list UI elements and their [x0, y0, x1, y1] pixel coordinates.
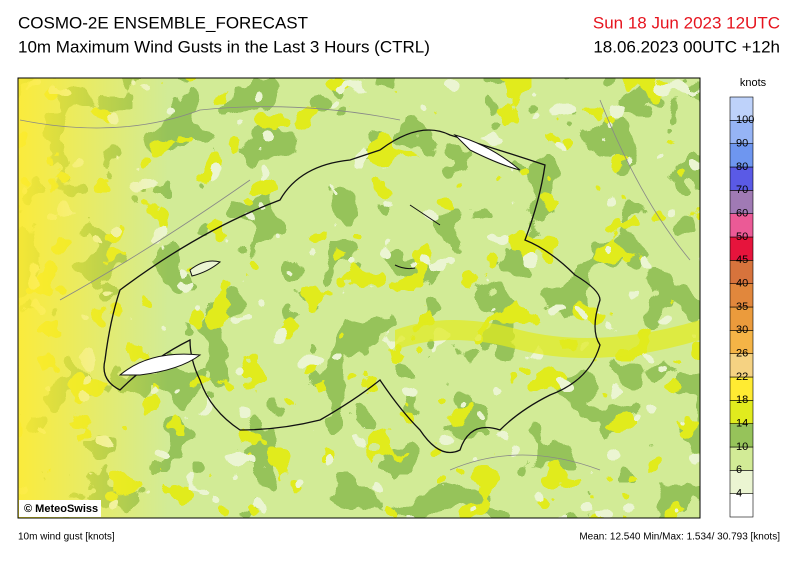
colorbar: 4 6 10 14 18 22 26 30 35 40 45 50 60 70 80 90 100	[729, 96, 754, 518]
colorbar-label: 35	[736, 301, 748, 313]
colorbar-label: 45	[736, 254, 748, 266]
colorbar-label: 50	[736, 231, 748, 243]
run-time: 18.06.2023 00UTC +12h	[593, 37, 780, 56]
colorbar-label: 6	[736, 464, 742, 476]
map-frame	[17, 77, 701, 519]
map	[18, 78, 700, 518]
subtitle: 10m Maximum Wind Gusts in the Last 3 Hou…	[18, 37, 430, 56]
colorbar-label: 90	[736, 138, 748, 150]
valid-time: Sun 18 Jun 2023 12UTC	[593, 13, 780, 32]
colorbar-label: 100	[736, 114, 754, 126]
colorbar-label: 80	[736, 161, 748, 173]
copyright-box	[19, 500, 101, 517]
colorbar-label: 26	[736, 348, 748, 360]
footer-variable: 10m wind gust [knots]	[18, 532, 115, 543]
legend-unit: knots	[740, 77, 767, 89]
colorbar-label: 70	[736, 184, 748, 196]
colorbar-label: 30	[736, 324, 748, 336]
colorbar-label: 40	[736, 278, 748, 290]
colorbar-label: 60	[736, 208, 748, 220]
colorbar-label: 10	[736, 441, 748, 453]
colorbar-label: 14	[736, 418, 748, 430]
copyright: © MeteoSwiss	[24, 503, 98, 515]
colorbar-label: 18	[736, 394, 748, 406]
footer-stats: Mean: 12.540 Min/Max: 1.534/ 30.793 [kno…	[579, 532, 780, 543]
title: COSMO-2E ENSEMBLE_FORECAST	[18, 13, 308, 32]
colorbar-label: 4	[736, 488, 742, 500]
colorbar-label: 22	[736, 371, 748, 383]
colorbar-box	[729, 96, 754, 121]
